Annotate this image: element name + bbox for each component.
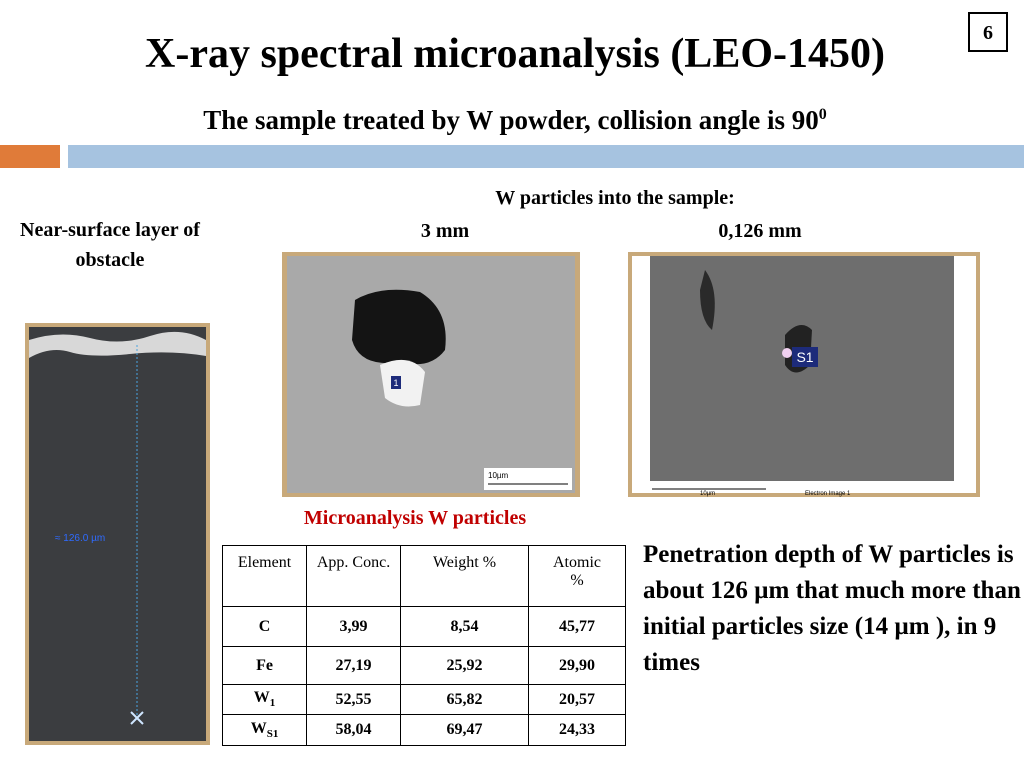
- table-cell: 58,04: [306, 714, 402, 746]
- surface-layer: [29, 331, 206, 358]
- images-heading: W particles into the sample:: [495, 187, 735, 209]
- marker-box: [391, 376, 401, 389]
- cell-subscript: S1: [266, 728, 279, 741]
- table-cell: C: [221, 606, 308, 647]
- particle: [782, 348, 792, 358]
- sem-image-0126mm: S1 10µm Electron Image 1: [628, 252, 980, 497]
- depth-marker: [130, 711, 144, 725]
- table-cell: 24,33: [528, 714, 626, 746]
- table-cell: WS1: [221, 714, 308, 746]
- table-row: W1 52,55 65,82 20,57: [221, 684, 626, 715]
- scale-label: 10µm: [700, 491, 715, 497]
- table-cell: Fe: [221, 646, 308, 685]
- subtitle-text: The sample treated by W powder, collisio…: [203, 105, 819, 135]
- page-number: 6: [968, 12, 1008, 52]
- table-title: Microanalysis W particles: [303, 507, 527, 529]
- left-caption: Near-surface layer of obstacle: [20, 219, 200, 271]
- table-row: Fe 27,19 25,92 29,90: [221, 646, 626, 685]
- header-cell: Weight %: [400, 545, 529, 607]
- table-cell: 20,57: [528, 684, 626, 715]
- table-row: C 3,99 8,54 45,77: [221, 606, 626, 647]
- cross-section-image: ≈ 126.0 µm: [25, 323, 210, 745]
- sem-image-3mm: 1 10µm: [282, 252, 580, 497]
- scale-label: 10µm: [488, 471, 509, 480]
- dark-region: [352, 289, 446, 365]
- header-cell: Element: [221, 545, 308, 607]
- cell-text: W: [250, 719, 267, 737]
- marker-label: S1: [796, 349, 813, 365]
- cell-text: W: [253, 689, 270, 707]
- header-row: Element App. Conc. Weight % Atomic %: [221, 545, 626, 607]
- depth-label: ≈ 126.0 µm: [55, 533, 105, 544]
- photo: [29, 327, 206, 741]
- table-cell: 29,90: [528, 646, 626, 685]
- table-cell: 8,54: [400, 606, 529, 647]
- header-cell: Atomic %: [528, 545, 626, 607]
- left-image-label: 3 mm: [420, 220, 470, 242]
- dark-streak: [700, 270, 715, 330]
- marker-box: [792, 347, 818, 367]
- image-caption: Electron Image 1: [805, 491, 851, 497]
- header-cell: App. Conc.: [306, 545, 402, 607]
- table-cell: 3,99: [306, 606, 402, 647]
- accent-bar: [0, 145, 60, 168]
- subtitle: The sample treated by W powder, collisio…: [0, 105, 1024, 136]
- table-cell: W1: [221, 684, 308, 715]
- title: X-ray spectral microanalysis (LEO-1450): [145, 31, 885, 77]
- header-bar: [68, 145, 1024, 168]
- cell-subscript: 1: [269, 697, 276, 710]
- table-cell: 69,47: [400, 714, 529, 746]
- table-cell: 45,77: [528, 606, 626, 647]
- table-row: WS1 58,04 69,47 24,33: [221, 714, 626, 746]
- photo: [287, 256, 575, 493]
- subtitle-sup: 0: [818, 106, 827, 123]
- table-cell: 25,92: [400, 646, 529, 685]
- results-table: Element App. Conc. Weight % Atomic % C 3,…: [221, 545, 626, 746]
- table-cell: 52,55: [306, 684, 402, 715]
- marker-label: 1: [393, 378, 398, 388]
- table-cell: 65,82: [400, 684, 529, 715]
- table-body: C 3,99 8,54 45,77 Fe 27,19 25,92 29,90 W1 52,55 65…: [221, 606, 626, 746]
- right-image-label: 0,126 mm: [718, 220, 802, 242]
- particle: [380, 359, 425, 407]
- note: Penetration depth of W particles is abou…: [643, 541, 1021, 676]
- table-cell: 27,19: [306, 646, 402, 685]
